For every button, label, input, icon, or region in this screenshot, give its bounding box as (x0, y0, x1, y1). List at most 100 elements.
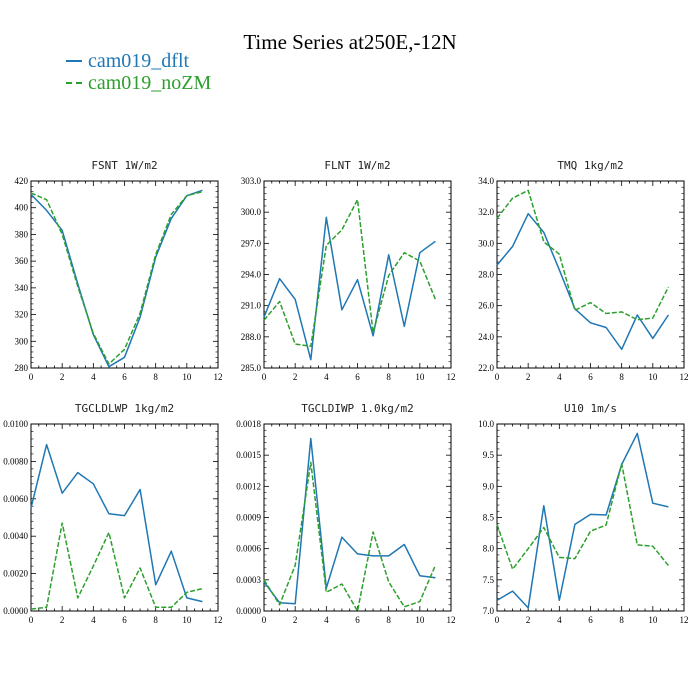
y-tick-label: 0.0009 (236, 513, 261, 523)
y-tick-label: 285.0 (241, 363, 262, 373)
y-tick-label: 0.0040 (3, 531, 28, 541)
figure-title: Time Series at250E,-12N (243, 30, 457, 54)
y-tick-label: 28.0 (478, 270, 494, 280)
y-tick-label: 7.0 (483, 606, 495, 616)
legend-item-dflt: cam019_dflt (66, 50, 211, 72)
legend-label-dflt: cam019_dflt (88, 50, 190, 72)
x-tick-label: 4 (91, 615, 96, 625)
panel-title: FSNT 1W/m2 (91, 159, 157, 172)
y-tick-label: 22.0 (478, 363, 494, 373)
y-tick-label: 0.0000 (3, 606, 28, 616)
x-tick-label: 10 (182, 615, 192, 625)
y-tick-label: 300.0 (241, 207, 262, 217)
y-tick-label: 0.0015 (236, 450, 261, 460)
panel-title: TGCLDLWP 1kg/m2 (75, 402, 174, 415)
y-tick-label: 280 (15, 363, 29, 373)
x-tick-label: 2 (526, 372, 531, 382)
legend-swatch-dflt (66, 60, 82, 62)
x-tick-label: 12 (447, 615, 456, 625)
y-tick-label: 0.0060 (3, 494, 28, 504)
panel-0: FSNT 1W/m2 0 2 4 6 8 10 12 280 300 320 340 360 380 400… (15, 159, 223, 382)
y-tick-label: 297.0 (241, 238, 262, 248)
y-tick-label: 294.0 (241, 270, 262, 280)
x-tick-label: 2 (60, 615, 65, 625)
y-tick-label: 9.5 (483, 450, 495, 460)
y-tick-label: 360 (15, 256, 29, 266)
plot-frame (30, 423, 219, 612)
x-tick-label: 12 (680, 615, 689, 625)
legend: cam019_dflt cam019_noZM (66, 50, 211, 94)
x-tick-label: 0 (262, 372, 267, 382)
y-tick-label: 420 (15, 176, 29, 186)
x-tick-label: 2 (293, 615, 298, 625)
y-tick-label: 291.0 (241, 301, 262, 311)
x-tick-label: 0 (29, 372, 34, 382)
y-tick-label: 0.0003 (236, 575, 261, 585)
panel-title: TMQ 1kg/m2 (557, 159, 623, 172)
x-tick-label: 4 (557, 372, 562, 382)
series-line-nozm (263, 461, 437, 612)
y-tick-label: 10.0 (478, 419, 494, 429)
y-tick-label: 300 (15, 336, 29, 346)
series-line-dflt (30, 443, 203, 603)
series-line-dflt (496, 212, 670, 351)
series-line-dflt (263, 437, 436, 605)
plot-frame (496, 180, 685, 369)
x-tick-label: 4 (324, 372, 329, 382)
x-tick-label: 2 (526, 615, 531, 625)
plot-frame (263, 180, 452, 369)
x-tick-label: 6 (355, 615, 360, 625)
y-tick-label: 0.0100 (3, 419, 28, 429)
x-tick-label: 8 (153, 615, 158, 625)
y-tick-label: 7.5 (483, 575, 495, 585)
x-tick-label: 10 (415, 372, 425, 382)
x-tick-label: 2 (60, 372, 65, 382)
panel-title: TGCLDIWP 1.0kg/m2 (301, 402, 414, 415)
y-tick-label: 0.0000 (236, 606, 261, 616)
x-tick-label: 0 (495, 615, 500, 625)
x-tick-label: 4 (91, 372, 96, 382)
series-line-dflt (30, 189, 203, 368)
y-tick-label: 34.0 (478, 176, 494, 186)
series-line-dflt (496, 432, 669, 609)
x-tick-label: 0 (29, 615, 34, 625)
y-tick-label: 0.0018 (236, 419, 261, 429)
series-line-dflt (263, 216, 436, 361)
plot-frame (496, 423, 685, 612)
y-tick-label: 0.0080 (3, 456, 28, 466)
x-tick-label: 8 (153, 372, 158, 382)
y-tick-label: 30.0 (478, 238, 494, 248)
x-tick-label: 12 (447, 372, 456, 382)
plot-frame (30, 180, 219, 369)
x-tick-label: 8 (619, 372, 624, 382)
y-tick-label: 26.0 (478, 301, 494, 311)
panel-4: TGCLDIWP 1.0kg/m2 0 2 4 6 8 10 12 0.0000 0.0003 0.… (236, 402, 455, 625)
x-tick-label: 8 (619, 615, 624, 625)
x-tick-label: 12 (214, 615, 223, 625)
y-tick-label: 288.0 (241, 332, 262, 342)
panel-title: FLNT 1W/m2 (324, 159, 390, 172)
y-tick-label: 303.0 (241, 176, 262, 186)
series-line-nozm (496, 463, 669, 570)
legend-swatch-nozm (66, 82, 82, 84)
x-tick-label: 0 (495, 372, 500, 382)
series-line-nozm (30, 522, 203, 610)
series-line-nozm (496, 189, 670, 321)
y-tick-label: 0.0012 (236, 481, 261, 491)
x-tick-label: 0 (262, 615, 267, 625)
x-tick-label: 12 (214, 372, 223, 382)
x-tick-label: 10 (648, 615, 658, 625)
x-tick-label: 4 (324, 615, 329, 625)
panel-title: U10 1m/s (564, 402, 617, 415)
y-tick-label: 9.0 (483, 481, 495, 491)
panel-1: FLNT 1W/m2 0 2 4 6 8 10 12 285.0 288.0 291.0 294.0 2… (241, 159, 456, 382)
y-tick-label: 400 (15, 203, 29, 213)
panel-2: TMQ 1kg/m2 0 2 4 6 8 10 12 22.0 24.0 26.0 28.0 30.0 3… (478, 159, 688, 382)
x-tick-label: 6 (588, 615, 593, 625)
panel-3: TGCLDLWP 1kg/m2 0 2 4 6 8 10 12 0.0000 0.0020 0.00… (3, 402, 222, 625)
x-tick-label: 6 (122, 615, 127, 625)
x-tick-label: 12 (680, 372, 689, 382)
x-tick-label: 10 (648, 372, 658, 382)
